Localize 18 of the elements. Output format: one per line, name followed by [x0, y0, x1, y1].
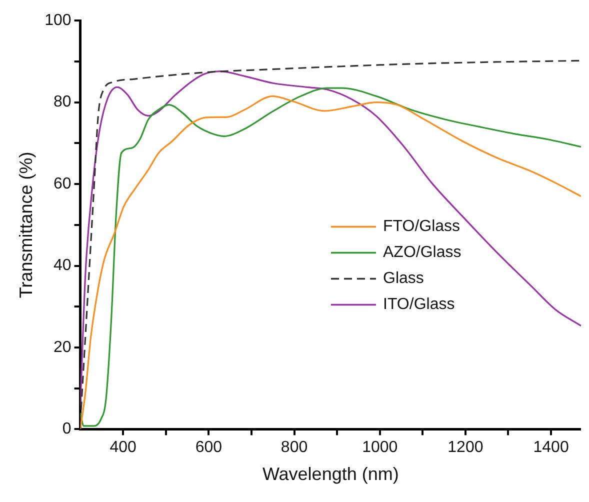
- y-tick-label: 40: [54, 257, 72, 274]
- x-tick-label: 400: [110, 439, 137, 456]
- x-tick-label: 1400: [533, 439, 569, 456]
- x-axis-title: Wavelength (nm): [262, 464, 399, 484]
- x-tick-label: 1000: [362, 439, 398, 456]
- y-tick-label: 20: [54, 338, 72, 356]
- legend-label: Glass: [383, 270, 424, 288]
- legend-label: AZO/Glass: [383, 244, 462, 262]
- x-tick-label: 600: [195, 439, 222, 456]
- y-axis-title: Transmittance (%): [16, 152, 36, 298]
- y-tick-label: 80: [54, 94, 72, 111]
- y-tick-label: 0: [62, 420, 72, 438]
- y-tick-label: 60: [54, 175, 72, 192]
- legend-label: ITO/Glass: [383, 296, 455, 314]
- y-tick-label: 100: [44, 12, 72, 30]
- x-tick-label: 1200: [448, 439, 484, 456]
- legend-label: FTO/Glass: [383, 218, 460, 236]
- x-tick-label: 800: [280, 439, 308, 456]
